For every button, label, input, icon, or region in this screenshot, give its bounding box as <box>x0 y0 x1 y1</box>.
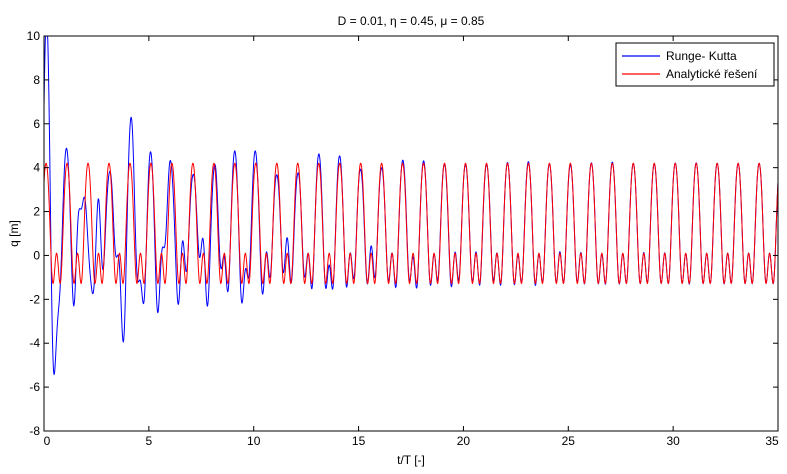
plot-area: 0 5 10 15 20 25 30 35 -8 -6 -4 -2 0 2 4 6 8 10 <box>27 29 779 448</box>
y-tick-label: -6 <box>29 380 40 394</box>
x-tick-label: 20 <box>457 434 471 448</box>
legend-box <box>615 42 775 87</box>
x-tick-label: 15 <box>352 434 366 448</box>
chart-title: D = 0.01, η = 0.45, μ = 0.85 <box>338 14 485 28</box>
series-layer <box>43 35 779 376</box>
y-tick-label: 2 <box>33 205 40 219</box>
y-tick-label: 0 <box>33 248 40 262</box>
x-tick-label: 30 <box>666 434 680 448</box>
y-axis-label: q [m] <box>7 220 21 247</box>
y-tick-label: -4 <box>29 336 40 350</box>
x-tick-label: 0 <box>44 434 51 448</box>
x-axis-label: t/T [-] <box>397 453 425 467</box>
x-tick-label: 35 <box>765 434 779 448</box>
x-tick-label: 5 <box>146 434 153 448</box>
axes-box <box>43 35 779 432</box>
y-tick-label: 4 <box>33 161 40 175</box>
tick-layer: 0 5 10 15 20 25 30 35 -8 -6 -4 -2 0 2 4 6 8 10 <box>27 29 779 448</box>
y-tick-label: 6 <box>33 117 40 131</box>
y-tick-label: -2 <box>29 292 40 306</box>
x-tick-label: 25 <box>562 434 576 448</box>
legend-label-analyticke-reseni: Analytické řešení <box>666 67 758 81</box>
y-tick-label: 8 <box>33 73 40 87</box>
legend: Runge- Kutta Analytické řešení <box>615 42 775 87</box>
x-tick-label: 10 <box>247 434 261 448</box>
y-tick-label: 10 <box>27 29 41 43</box>
legend-label-runge-kutta: Runge- Kutta <box>666 49 737 63</box>
y-tick-label: -8 <box>29 424 40 438</box>
series-line-analyticke-reseni <box>43 162 779 285</box>
